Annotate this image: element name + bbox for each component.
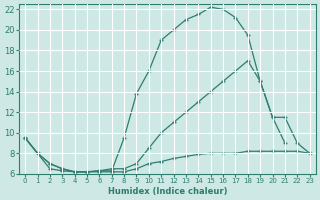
X-axis label: Humidex (Indice chaleur): Humidex (Indice chaleur) (108, 187, 227, 196)
